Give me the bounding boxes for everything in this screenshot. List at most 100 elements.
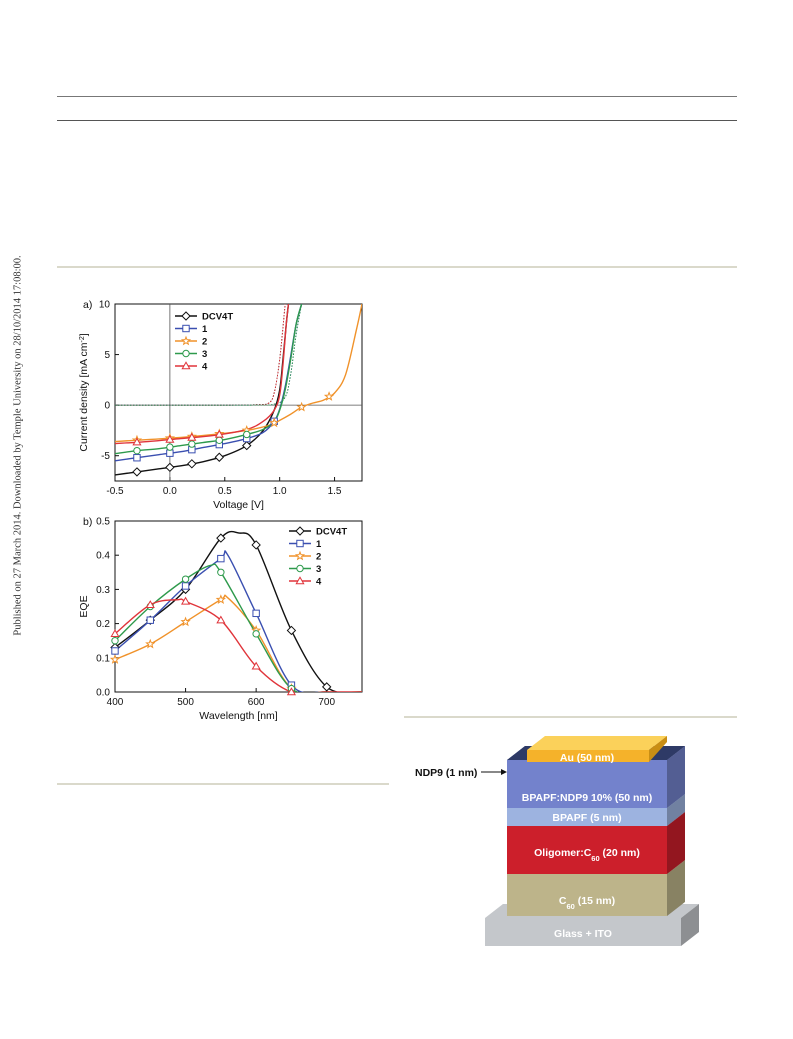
data-point-4 <box>110 629 120 638</box>
dark-curve-3 <box>115 304 303 406</box>
x-tick-label: 0.0 <box>163 486 177 497</box>
y-tick-label: 0.4 <box>96 551 110 562</box>
legend-marker-3 <box>182 349 190 358</box>
oligomer-c60-layer-side <box>667 812 685 874</box>
legend-label-4: 4 <box>202 362 208 373</box>
data-point-3 <box>188 440 196 448</box>
data-point-4 <box>132 437 142 446</box>
y-tick-label: 10 <box>99 300 111 311</box>
plot-frame <box>114 303 363 482</box>
data-point-2 <box>269 417 280 428</box>
legend-label-2: 2 <box>202 337 207 348</box>
au-top <box>527 736 667 750</box>
panel-label: a) <box>83 299 92 311</box>
data-point-4 <box>251 661 261 670</box>
bpapf-layer-front <box>507 808 667 826</box>
y-tick-label: 0.1 <box>96 653 110 664</box>
glass-ito-layer-front <box>485 918 681 946</box>
dark-curve-4 <box>115 304 286 406</box>
y-tick-label: 0 <box>104 401 110 412</box>
jv-chart: -0.5 0.0 0.5 1.0 1.5 -5 0 5 10 a) Voltage [V] Curre… <box>78 299 363 511</box>
x-axis-label: Wavelength [nm] <box>199 710 277 722</box>
series-line-3 <box>115 304 303 455</box>
c60-label-subscript: 60 <box>566 902 574 911</box>
data-point-2 <box>215 594 226 605</box>
eqe-chart: 400 500 600 700 0.0 0.1 0.2 0.3 0.4 0.5 b) Waveleng… <box>78 516 363 722</box>
oligomer-c60-label-subscript: 60 <box>591 854 599 863</box>
legend-marker-DCV4T <box>181 311 191 321</box>
legend-label-4: 4 <box>316 577 322 588</box>
c60-layer-front <box>507 874 667 916</box>
data-point-4 <box>181 596 191 605</box>
legend-marker-1 <box>182 324 190 333</box>
figure-left-bottom-rule <box>57 783 389 785</box>
bpapf-layer-side <box>667 794 685 826</box>
plot-area <box>115 304 362 476</box>
y-axis-label: Current density [mA cm-2] <box>78 333 90 451</box>
bpapf-ndp9-layer-front <box>507 760 667 808</box>
data-point-1 <box>181 582 190 590</box>
au-label: Au (50 nm) <box>560 752 614 764</box>
legend-label-DCV4T: DCV4T <box>316 527 347 538</box>
table-bottom-rule <box>57 266 737 268</box>
legend-marker-4 <box>295 576 305 585</box>
y-tick-label: 0.3 <box>96 585 110 596</box>
bpapf-label: BPAPF (5 nm) <box>552 812 621 824</box>
data-point-1 <box>133 454 141 462</box>
data-point-1 <box>111 647 119 655</box>
oligomer-c60-layer-front <box>507 826 667 874</box>
data-point-3 <box>166 443 174 451</box>
data-point-DCV4T <box>165 462 175 473</box>
x-tick-label: 1.0 <box>273 486 287 497</box>
oligomer-c60-label-tail: (20 nm) <box>600 847 640 859</box>
y-axis-label-close: ] <box>78 333 90 336</box>
legend-marker-3 <box>296 564 304 573</box>
plot-frame <box>114 520 363 693</box>
publication-side-note: Published on 27 March 2014. Downloaded b… <box>12 255 24 636</box>
y-axis-label: EQE <box>78 595 90 617</box>
data-point-DCV4T <box>251 540 261 550</box>
data-point-1 <box>166 449 174 457</box>
au-side <box>649 736 667 762</box>
x-tick-label: 500 <box>177 697 194 708</box>
ndp9-arrow-head <box>501 769 507 775</box>
series-line-3 <box>115 563 362 692</box>
data-point-4 <box>214 429 224 438</box>
y-tick-label: 0.2 <box>96 619 110 630</box>
data-point-DCV4T <box>322 682 332 692</box>
data-point-4 <box>286 687 296 696</box>
data-point-2 <box>180 616 191 627</box>
legend-label-1: 1 <box>202 324 208 335</box>
panel-label: b) <box>83 516 92 528</box>
data-point-3 <box>252 630 260 638</box>
c60-layer-side <box>667 860 685 916</box>
data-point-1 <box>146 616 154 624</box>
x-tick-label: 700 <box>318 697 335 708</box>
data-point-DCV4T <box>286 625 297 636</box>
data-point-2 <box>296 401 307 412</box>
legend-label-3: 3 <box>202 349 207 360</box>
legend-label-DCV4T: DCV4T <box>202 312 233 323</box>
legend-marker-2 <box>180 335 192 346</box>
data-point-2 <box>323 391 335 401</box>
data-point-2 <box>109 654 121 664</box>
y-tick-label: 0.0 <box>96 688 110 699</box>
plot-area <box>115 530 362 692</box>
legend-label-1: 1 <box>316 539 322 550</box>
legend-label-3: 3 <box>316 564 321 575</box>
data-point-2 <box>145 638 156 649</box>
data-point-4 <box>187 432 197 441</box>
y-axis-label-exponent: -2 <box>79 336 86 342</box>
table-mid-rule <box>57 120 737 121</box>
data-point-DCV4T <box>242 440 252 451</box>
oligomer-c60-label: Oligomer:C60 (20 nm) <box>534 847 640 863</box>
data-point-1 <box>217 554 225 563</box>
x-tick-label: 1.5 <box>328 486 342 497</box>
data-point-4 <box>165 434 175 443</box>
series-line-1 <box>115 304 303 462</box>
data-point-DCV4T <box>214 452 224 462</box>
data-point-3 <box>133 446 141 455</box>
data-point-4 <box>145 600 155 608</box>
data-point-3 <box>217 568 225 577</box>
